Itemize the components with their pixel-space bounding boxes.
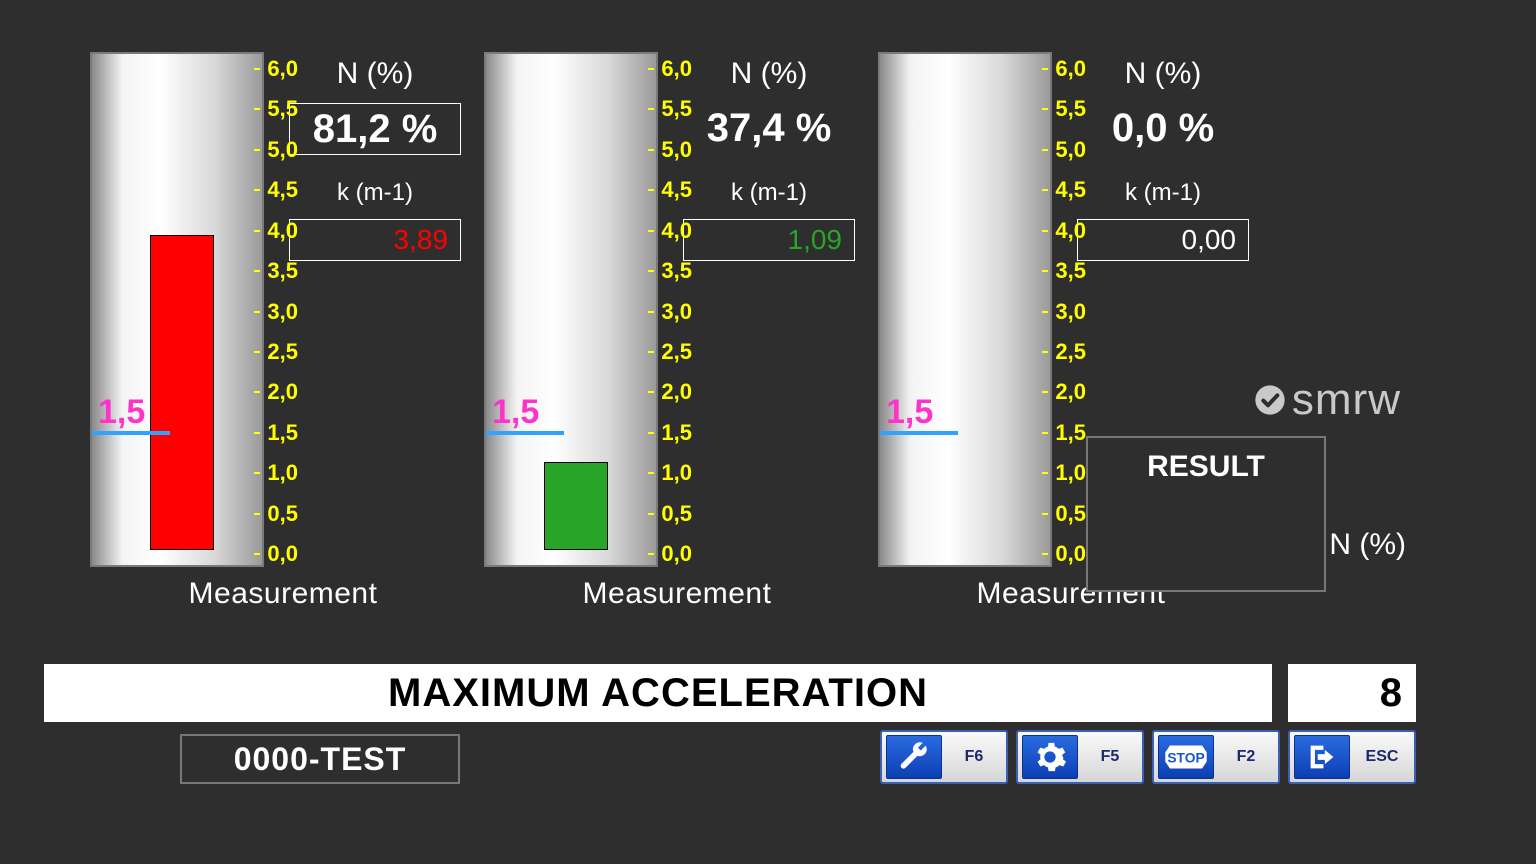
n-value: 81,2 % bbox=[289, 103, 461, 155]
k-value: 1,09 bbox=[683, 219, 855, 261]
gear-icon bbox=[1022, 735, 1078, 779]
tick: 4,5 bbox=[1050, 179, 1092, 201]
exit-icon bbox=[1294, 735, 1350, 779]
result-title: RESULT bbox=[1088, 438, 1324, 484]
tick: 2,5 bbox=[262, 341, 304, 363]
fkey-label: F6 bbox=[942, 748, 1006, 766]
tick: 1,0 bbox=[262, 462, 304, 484]
tick: 1,5 bbox=[262, 422, 304, 444]
tick: 3,5 bbox=[262, 260, 304, 282]
tick: 3,0 bbox=[1050, 301, 1092, 323]
tick: 6,0 bbox=[656, 58, 698, 80]
tick: 0,0 bbox=[656, 543, 698, 565]
n-label: N (%) bbox=[274, 57, 476, 91]
n-label: N (%) bbox=[668, 57, 870, 91]
tick: 6,0 bbox=[262, 58, 304, 80]
k-label: k (m-1) bbox=[1062, 179, 1264, 207]
fkey-f2[interactable]: STOP F2 bbox=[1152, 730, 1280, 784]
threshold-label: 1,5 bbox=[886, 395, 933, 429]
threshold-line bbox=[880, 431, 958, 435]
gauge-block-0: 0,0 0,5 1,0 1,5 2,0 2,5 3,0 3,5 4,0 4,5 5,0 5,5 6,0 1… bbox=[90, 52, 476, 632]
tick: 0,5 bbox=[656, 503, 698, 525]
stop-icon: STOP bbox=[1158, 735, 1214, 779]
tick: 3,0 bbox=[262, 301, 304, 323]
tick: 5,0 bbox=[656, 139, 698, 161]
status-bar: MAXIMUM ACCELERATION bbox=[44, 664, 1272, 722]
tick: 1,5 bbox=[656, 422, 698, 444]
tick: 3,0 bbox=[656, 301, 698, 323]
tick: 4,5 bbox=[262, 179, 304, 201]
result-n-label: N (%) bbox=[1329, 528, 1406, 562]
gauge-bar bbox=[150, 235, 214, 550]
gauge-bar bbox=[544, 462, 608, 550]
logo-text: smrw bbox=[1292, 375, 1401, 425]
gauge-0: 0,00,51,01,52,02,53,03,54,04,55,05,56,01… bbox=[90, 52, 264, 567]
tick: 2,5 bbox=[656, 341, 698, 363]
k-value: 3,89 bbox=[289, 219, 461, 261]
tick: 0,5 bbox=[262, 503, 304, 525]
fkey-label: F2 bbox=[1214, 748, 1278, 766]
measurement-label: Measurement bbox=[189, 577, 378, 611]
tick: 5,0 bbox=[1050, 139, 1092, 161]
k-label: k (m-1) bbox=[274, 179, 476, 207]
threshold-label: 1,5 bbox=[492, 395, 539, 429]
readout-2: N (%) 0,0 % k (m-1) 0,00 bbox=[1062, 52, 1264, 261]
tick: 4,0 bbox=[262, 220, 304, 242]
gauge-block-1: 0,0 0,5 1,0 1,5 2,0 2,5 3,0 3,5 4,0 4,5 5,0 5,5 6,0 1… bbox=[484, 52, 870, 632]
logo: smrw bbox=[1254, 375, 1401, 425]
tick: 5,5 bbox=[262, 98, 304, 120]
threshold-label: 1,5 bbox=[98, 395, 145, 429]
readout-0: N (%) 81,2 % k (m-1) 3,89 bbox=[274, 52, 476, 261]
check-circle-icon bbox=[1254, 384, 1286, 416]
fkey-label: ESC bbox=[1350, 748, 1414, 766]
svg-text:STOP: STOP bbox=[1167, 751, 1204, 766]
tick: 0,0 bbox=[262, 543, 304, 565]
fkey-esc[interactable]: ESC bbox=[1288, 730, 1416, 784]
tick: 2,0 bbox=[656, 381, 698, 403]
tick: 2,0 bbox=[262, 381, 304, 403]
threshold-line bbox=[486, 431, 564, 435]
test-id-box: 0000-TEST bbox=[180, 734, 460, 784]
tick: 3,5 bbox=[1050, 260, 1092, 282]
fkey-f6[interactable]: F6 bbox=[880, 730, 1008, 784]
tick: 5,5 bbox=[656, 98, 698, 120]
k-label: k (m-1) bbox=[668, 179, 870, 207]
measurement-label: Measurement bbox=[583, 577, 772, 611]
tick: 1,0 bbox=[656, 462, 698, 484]
n-label: N (%) bbox=[1062, 57, 1264, 91]
tick: 4,0 bbox=[1050, 220, 1092, 242]
gauge-1: 0,00,51,01,52,02,53,03,54,04,55,05,56,01… bbox=[484, 52, 658, 567]
tick: 6,0 bbox=[1050, 58, 1092, 80]
fkey-f5[interactable]: F5 bbox=[1016, 730, 1144, 784]
tick: 4,0 bbox=[656, 220, 698, 242]
tick: 3,5 bbox=[656, 260, 698, 282]
tick: 2,5 bbox=[1050, 341, 1092, 363]
tick: 2,0 bbox=[1050, 381, 1092, 403]
k-value: 0,00 bbox=[1077, 219, 1249, 261]
result-box: RESULT bbox=[1086, 436, 1326, 592]
readout-1: N (%) 37,4 % k (m-1) 1,09 bbox=[668, 52, 870, 261]
tick: 5,5 bbox=[1050, 98, 1092, 120]
n-value: 0,0 % bbox=[1062, 103, 1264, 155]
gauge-2: 0,00,51,01,52,02,53,03,54,04,55,05,56,01… bbox=[878, 52, 1052, 567]
n-value: 37,4 % bbox=[668, 103, 870, 155]
threshold-line bbox=[92, 431, 170, 435]
fkey-label: F5 bbox=[1078, 748, 1142, 766]
tick: 5,0 bbox=[262, 139, 304, 161]
counter-box: 8 bbox=[1288, 664, 1416, 722]
wrench-icon bbox=[886, 735, 942, 779]
tick: 4,5 bbox=[656, 179, 698, 201]
